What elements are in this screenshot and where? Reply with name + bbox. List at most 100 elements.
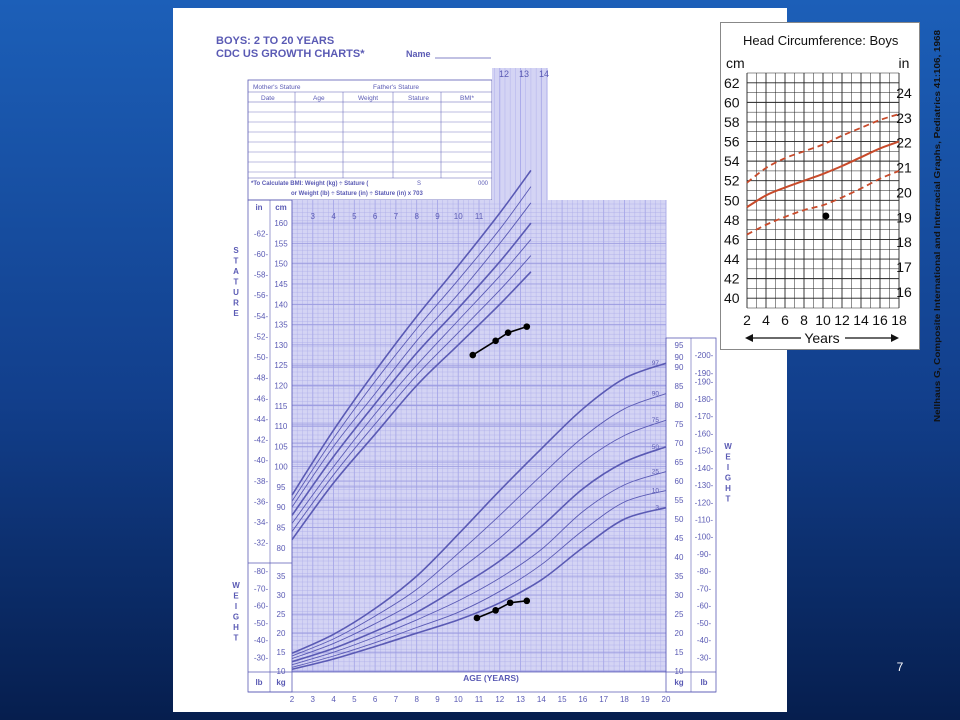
stature-tick-cm-110: 110 <box>275 422 288 431</box>
chart-title-line2: CDC US GROWTH CHARTS* <box>216 48 365 60</box>
top-age-tick-4: 4 <box>331 212 336 221</box>
head-curve-3 <box>746 113 900 184</box>
stature-letter-0: S <box>233 246 239 255</box>
stature-tick-cm-120: 120 <box>274 381 288 390</box>
stature-tick-cm-145: 145 <box>274 280 288 289</box>
weight-left-letter-5: T <box>234 634 239 643</box>
stature-curve-97th <box>291 169 532 496</box>
stature-tick-in-44: -44- <box>254 415 269 424</box>
unit-in-label: in <box>255 203 262 212</box>
weight-measurement-point-2 <box>492 607 499 614</box>
unit-lb-left: lb <box>255 678 262 687</box>
weight-tick-kg-right-70: 70 <box>675 439 684 448</box>
unit-kg-left: kg <box>276 678 285 687</box>
top-age-14: 14 <box>539 69 549 79</box>
col-stature: Stature <box>408 95 429 102</box>
percentile-label-97: 97 <box>652 360 660 367</box>
weight-right-letter-1: E <box>725 453 731 462</box>
stature-curve-10th <box>291 255 532 532</box>
unit-cm-label: cm <box>275 203 287 212</box>
weight-tick-kg-right-25: 25 <box>675 610 684 619</box>
age-tick-5: 5 <box>352 695 357 704</box>
bmi-note-line2: or Weight (lb) ÷ Stature (in) ÷ Stature … <box>291 191 423 197</box>
stature-tick-lb-right-200: -200- <box>695 351 714 360</box>
weight-curve-90th <box>291 393 667 657</box>
weight-tick-kg-right-90: 90 <box>675 363 684 372</box>
stature-tick-cm-right-95: 95 <box>675 341 684 350</box>
stature-letter-3: T <box>234 278 239 287</box>
head-tick-in-17: 17 <box>896 259 912 275</box>
head-tick-cm-40: 40 <box>724 290 740 306</box>
weight-tick-lb-right-170: -170- <box>695 412 714 421</box>
weight-tick-lb-right-150: -150- <box>695 447 714 456</box>
stature-tick-in-36: -36- <box>254 497 269 506</box>
stature-tick-in-50: -50- <box>254 353 269 362</box>
weight-left-letter-0: W <box>232 581 240 590</box>
weight-tick-lb-left-40: -40- <box>254 636 269 645</box>
head-measurement-point <box>822 212 830 220</box>
head-tick-age-8: 8 <box>800 312 808 328</box>
head-tick-cm-52: 52 <box>724 173 740 189</box>
record-table: Mother's Stature Father's Stature Date A… <box>247 79 493 201</box>
plot-grid <box>291 200 667 672</box>
stature-tick-cm-85: 85 <box>277 524 286 533</box>
percentile-label-25: 25 <box>652 469 660 476</box>
age-tick-11: 11 <box>475 695 484 704</box>
bmi-note-s: S <box>417 181 421 187</box>
stature-curves <box>291 169 532 541</box>
chart-title-line1: BOYS: 2 TO 20 YEARS <box>216 35 334 47</box>
stature-tick-cm-80: 80 <box>277 544 286 553</box>
percentile-label-3: 3 <box>655 505 659 512</box>
bmi-note-000: 000 <box>478 181 489 187</box>
stature-tick-cm-90: 90 <box>277 503 286 512</box>
weight-left-letter-1: E <box>233 592 239 601</box>
stature-curve-25th <box>291 239 532 524</box>
head-tick-age-10: 10 <box>815 312 831 328</box>
weight-curve-97th <box>291 362 667 655</box>
head-tick-in-24: 24 <box>896 85 912 101</box>
stature-measurement-trend-line <box>472 325 528 356</box>
head-tick-cm-56: 56 <box>724 134 740 150</box>
inset-unit-in: in <box>899 55 910 71</box>
weight-tick-lb-left-60: -60- <box>254 602 269 611</box>
head-tick-cm-50: 50 <box>724 192 740 208</box>
age-tick-6: 6 <box>373 695 378 704</box>
stature-letter-6: E <box>233 309 239 318</box>
weight-tick-lb-right-180: -180- <box>695 395 714 404</box>
stature-tick-lb-right-190: -190- <box>695 369 714 378</box>
top-age-12: 12 <box>499 69 509 79</box>
weight-tick-lb-right-90: -90- <box>697 550 712 559</box>
inset-unit-cm: cm <box>726 55 745 71</box>
weight-curves: 97 90 75 50 25 10 3 <box>291 360 667 671</box>
citation-text: Nellhaus G, Composite International and … <box>932 30 942 422</box>
stature-measurement-point-4 <box>523 323 531 330</box>
head-tick-in-22: 22 <box>896 135 912 151</box>
weight-tick-lb-right-160: -160- <box>695 429 714 438</box>
growth-chart-panel: BOYS: 2 TO 20 YEARS CDC US GROWTH CHARTS… <box>173 8 942 712</box>
bmi-note-line1: *To Calculate BMI: Weight (kg) ÷ Stature… <box>251 181 368 187</box>
unit-lb-right: lb <box>700 678 707 687</box>
col-bmi: BMI* <box>460 95 475 102</box>
age-tick-3: 3 <box>311 695 316 704</box>
stature-measurement-point-3 <box>504 329 512 337</box>
inset-title: Head Circumference: Boys <box>743 33 899 48</box>
age-tick-15: 15 <box>558 695 567 704</box>
top-age-tick-9: 9 <box>435 212 440 221</box>
weight-tick-kg-left-15: 15 <box>277 648 286 657</box>
weight-tick-lb-right-40: -40- <box>697 636 712 645</box>
axis-tick-labels: 8085909510010511011512012513013514014515… <box>254 212 714 704</box>
head-curve-1 <box>746 170 900 236</box>
head-circumference-inset: Head Circumference: Boys cm in 40 42 44 46 4… <box>720 22 920 350</box>
weight-measurement-point-3 <box>506 599 514 607</box>
percentile-label-90: 90 <box>652 391 660 398</box>
age-tick-19: 19 <box>641 695 650 704</box>
percentile-label-75: 75 <box>652 417 660 424</box>
table-rows <box>248 92 492 179</box>
citation-container: Nellhaus G, Composite International and … <box>925 24 947 422</box>
stature-tick-cm-150: 150 <box>274 260 288 269</box>
weight-tick-kg-right-65: 65 <box>675 458 684 467</box>
weight-tick-kg-right-20: 20 <box>675 629 684 638</box>
stature-tick-cm-125: 125 <box>274 361 288 370</box>
weight-right-letter-2: I <box>727 463 729 472</box>
